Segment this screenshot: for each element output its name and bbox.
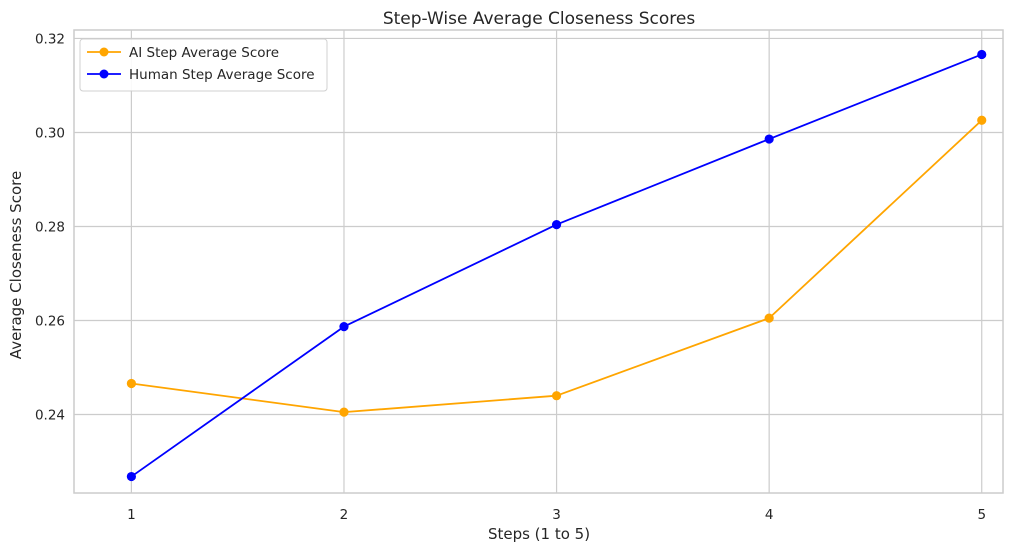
y-tick-label: 0.28 [35,219,65,235]
x-tick-label: 1 [127,507,136,523]
data-point-ai [339,407,349,417]
data-point-human [551,220,562,230]
y-axis-label: Average Closeness Score [7,171,25,359]
y-tick-label: 0.30 [35,125,65,141]
legend-marker-ai [99,47,109,57]
data-point-ai [977,115,987,125]
y-tick-label: 0.24 [35,408,65,424]
series-layer [126,49,987,482]
data-point-ai [551,391,562,401]
data-point-human [764,134,774,144]
chart-title: Step-Wise Average Closeness Scores [383,9,696,29]
legend: AI Step Average Score Human Step Average… [79,38,328,92]
y-tick-label: 0.32 [35,31,65,47]
legend-box [79,38,328,92]
tick-labels: 1 2 3 4 5 0.24 0.26 0.28 0.30 0.32 [35,31,986,523]
data-point-human [339,322,349,332]
plot-frame [73,29,1004,494]
grid-lines [74,30,1003,493]
x-tick-label: 4 [765,507,774,523]
x-tick-label: 3 [552,507,561,523]
x-axis-label: Steps (1 to 5) [488,525,590,543]
data-point-ai [126,378,136,389]
legend-label-human: Human Step Average Score [129,67,315,83]
y-tick-label: 0.26 [35,313,65,329]
data-point-ai [764,313,774,323]
legend-label-ai: AI Step Average Score [129,45,279,61]
data-point-human [977,49,987,60]
data-point-human [126,471,136,482]
legend-marker-human [99,69,109,79]
x-tick-label: 2 [340,507,349,523]
x-tick-label: 5 [977,507,986,523]
